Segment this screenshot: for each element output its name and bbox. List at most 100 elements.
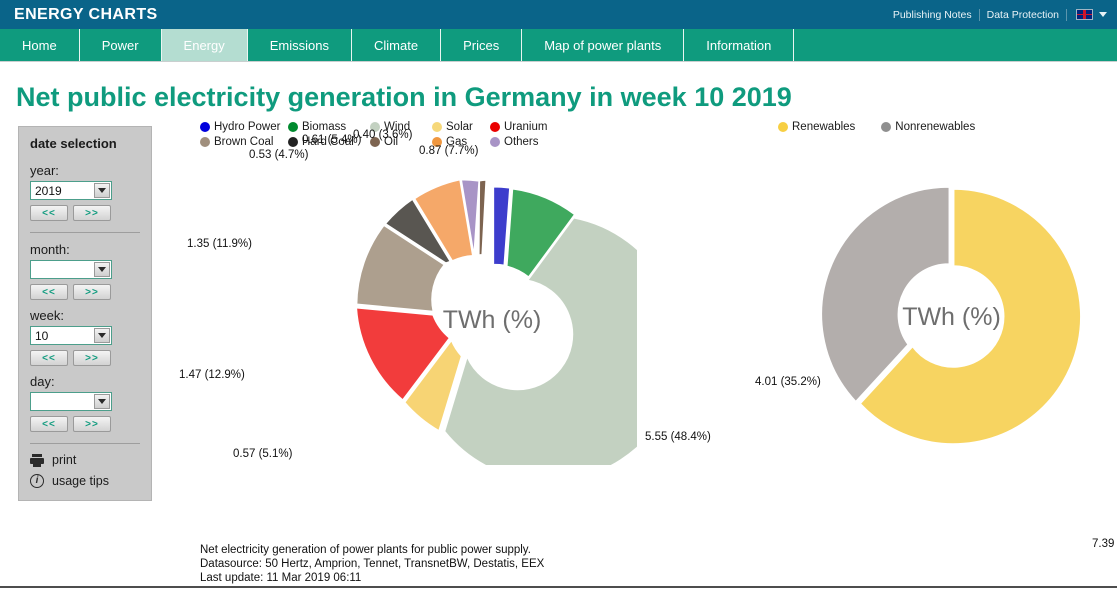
month-stepper: << >> — [30, 284, 140, 300]
panel-divider-2 — [30, 443, 140, 444]
day-prev-button[interactable]: << — [30, 416, 68, 432]
slice-solar[interactable] — [403, 338, 463, 433]
legend-item-renewables[interactable]: Renewables — [778, 121, 855, 133]
date-selection-panel: date selection year: 2019 << >> month: <… — [18, 126, 152, 501]
slice-label-hydro-power: 0.40 (3.6%) — [353, 129, 413, 141]
slice-brown-coal[interactable] — [355, 224, 446, 313]
week-label: week: — [30, 308, 64, 323]
slice-renewables[interactable] — [859, 188, 1082, 445]
slice-gas[interactable] — [413, 178, 474, 262]
tab-power[interactable]: Power — [80, 29, 162, 61]
week-select-value: 10 — [35, 328, 49, 343]
legend-item-uranium[interactable]: Uranium — [490, 121, 560, 133]
slice-uranium[interactable] — [355, 306, 451, 402]
generation-donut-chart: TWh (%) 0.61 (5.4%) 0.40 (3.6%) 0.87 (7.… — [179, 129, 711, 483]
tab-information[interactable]: Information — [684, 29, 795, 61]
chevron-down-icon[interactable] — [94, 183, 110, 198]
data-protection-link[interactable]: Data Protection — [986, 8, 1059, 21]
year-stepper: << >> — [30, 205, 140, 221]
info-icon: i — [30, 474, 44, 488]
legend-swatch — [370, 122, 380, 132]
week-stepper: << >> — [30, 350, 140, 366]
legend-item-gas[interactable]: Gas — [432, 136, 490, 148]
day-select[interactable] — [30, 392, 112, 411]
chevron-down-icon[interactable] — [94, 262, 110, 277]
legend-swatch — [288, 122, 298, 132]
slice-label-gas: 0.61 (5.4%) — [302, 134, 362, 146]
footnote-line-3: Last update: 11 Mar 2019 06:11 — [200, 572, 362, 584]
slice-nonrenewables[interactable] — [820, 186, 951, 403]
legend-item-solar[interactable]: Solar — [432, 121, 490, 133]
legend-item-nonrenewables[interactable]: Nonrenewables — [881, 121, 975, 133]
legend-item-others[interactable]: Others — [490, 136, 560, 148]
renewables-donut-svg: TWh (%) — [820, 186, 1082, 445]
top-bar: ENERGY CHARTS Publishing Notes Data Prot… — [0, 0, 1117, 29]
year-select[interactable]: 2019 — [30, 181, 112, 200]
donut-center-label: TWh (%) — [902, 303, 1001, 331]
month-label: month: — [30, 242, 70, 257]
slice-label-renewables: 7.39 (64.8%) — [1092, 538, 1117, 550]
nav-filler — [794, 29, 1117, 61]
top-links: Publishing Notes Data Protection — [886, 8, 1107, 21]
tab-emissions[interactable]: Emissions — [248, 29, 352, 61]
footnote-line-1: Net electricity generation of power plan… — [200, 544, 531, 556]
uk-flag-icon[interactable] — [1076, 9, 1093, 20]
legend-label: Uranium — [504, 121, 548, 133]
slice-label-biomass: 0.87 (7.7%) — [419, 145, 479, 157]
legend-swatch — [490, 122, 500, 132]
day-field-group: day: << >> — [30, 374, 140, 432]
tab-map-of-power-plants[interactable]: Map of power plants — [522, 29, 685, 61]
tab-prices[interactable]: Prices — [441, 29, 523, 61]
chevron-down-icon[interactable] — [94, 394, 110, 409]
renewables-legend: Renewables Nonrenewables — [778, 121, 975, 133]
day-next-button[interactable]: >> — [73, 416, 111, 432]
tab-energy[interactable]: Energy — [161, 29, 248, 61]
slice-biomass[interactable] — [506, 187, 576, 279]
legend-item-hydro-power[interactable]: Hydro Power — [200, 121, 288, 133]
tab-home[interactable]: Home — [0, 29, 80, 61]
slice-label-nonrenewables: 4.01 (35.2%) — [755, 376, 821, 388]
tab-climate[interactable]: Climate — [352, 29, 442, 61]
legend-label: Biomass — [302, 121, 347, 133]
slice-others[interactable] — [460, 178, 480, 256]
week-prev-button[interactable]: << — [30, 350, 68, 366]
legend-label: Gas — [446, 136, 468, 148]
donut-slices — [820, 186, 1082, 445]
month-select[interactable] — [30, 260, 112, 279]
year-prev-button[interactable]: << — [30, 205, 68, 221]
slice-oil[interactable] — [478, 179, 487, 256]
date-selection-title: date selection — [30, 136, 117, 151]
usage-tips-action[interactable]: i usage tips — [30, 474, 140, 488]
year-next-button[interactable]: >> — [73, 205, 111, 221]
legend-item-brown-coal[interactable]: Brown Coal — [200, 136, 288, 148]
legend-swatch — [881, 122, 892, 132]
panel-divider-1 — [30, 232, 140, 233]
chevron-down-icon[interactable] — [94, 328, 110, 343]
legend-swatch — [778, 122, 788, 132]
print-action[interactable]: print — [30, 453, 140, 467]
publishing-notes-link[interactable]: Publishing Notes — [892, 8, 972, 21]
legend-item-wind[interactable]: Wind — [370, 121, 432, 133]
page-title: Net public electricity generation in Ger… — [16, 82, 792, 112]
slice-hard-coal[interactable] — [384, 198, 452, 264]
legend-item-biomass[interactable]: Biomass — [288, 121, 370, 133]
chevron-down-icon[interactable] — [1099, 12, 1107, 17]
day-label: day: — [30, 374, 55, 389]
year-label: year: — [30, 163, 59, 178]
week-select[interactable]: 10 — [30, 326, 112, 345]
month-next-button[interactable]: >> — [73, 284, 111, 300]
legend-label: Oil — [384, 136, 399, 148]
top-links-divider — [978, 8, 980, 21]
renewables-donut-chart: TWh (%) 4.01 (35.2%) 7.39 (64.8%) — [755, 178, 1117, 550]
slice-label-brown-coal: 1.35 (11.9%) — [187, 238, 252, 250]
main-nav: Home Power Energy Emissions Climate Pric… — [0, 29, 1117, 62]
footnote-line-2: Datasource: 50 Hertz, Amprion, Tennet, T… — [200, 558, 545, 570]
legend-item-hard-coal[interactable]: Hard Coal — [288, 136, 370, 148]
legend-swatch — [200, 137, 210, 147]
month-prev-button[interactable]: << — [30, 284, 68, 300]
legend-swatch — [490, 137, 500, 147]
slice-hydro-power[interactable] — [492, 186, 511, 267]
week-next-button[interactable]: >> — [73, 350, 111, 366]
slice-label-uranium: 1.47 (12.9%) — [179, 369, 245, 381]
legend-item-oil[interactable]: Oil — [370, 136, 432, 148]
